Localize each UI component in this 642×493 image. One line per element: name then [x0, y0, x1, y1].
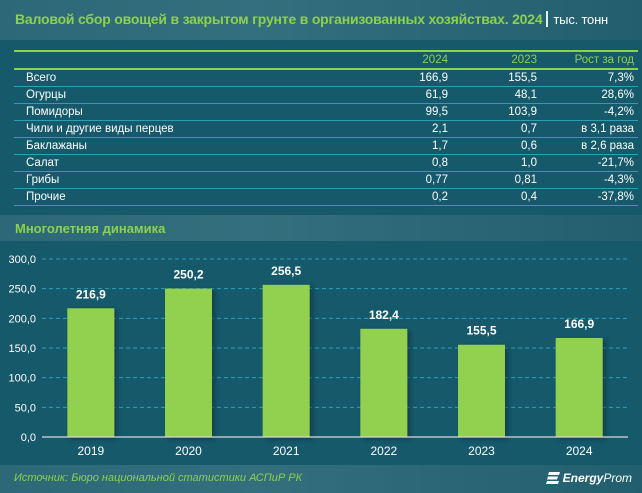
- title-separator: [546, 11, 549, 27]
- bar-2023: [458, 344, 505, 437]
- data-label: 250,2: [173, 268, 203, 282]
- row-value-2024: 0,8: [358, 154, 452, 172]
- page-title: Валовой сбор овощей в закрытом грунте в …: [15, 11, 608, 27]
- bar-2020: [165, 288, 212, 437]
- y-tick-label: 200,0: [8, 313, 36, 325]
- col-header-growth: Рост за год: [541, 50, 638, 70]
- table-row: Баклажаны 1,7 0,6 в 2,6 раза: [14, 137, 638, 155]
- row-value-2024: 166,9: [358, 69, 452, 87]
- y-tick-label: 100,0: [8, 373, 36, 385]
- row-growth: в 3,1 раза: [541, 120, 638, 138]
- col-header-2024: 2024: [358, 50, 452, 70]
- bar-2024: [555, 337, 603, 437]
- title-bar: Валовой сбор овощей в закрытом грунте в …: [0, 0, 642, 40]
- row-growth: в 2,6 раза: [541, 137, 638, 155]
- source-text: Источник: Бюро национальной статистики А…: [14, 472, 303, 484]
- row-value-2023: 103,9: [452, 103, 541, 121]
- data-label: 155,5: [466, 324, 496, 338]
- table-row: Прочие 0,2 0,4 -37,8%: [14, 188, 638, 206]
- logo-bold-text: Energy: [562, 471, 604, 485]
- row-value-2024: 2,1: [358, 120, 452, 138]
- data-label: 166,9: [564, 317, 594, 331]
- y-tick-label: 0,0: [21, 432, 36, 444]
- table-row: Чили и другие виды перцев 2,1 0,7 в 3,1 раз…: [14, 120, 638, 138]
- data-label: 216,9: [76, 287, 106, 301]
- table-row: Огурцы 61,9 48,1 28,6%: [14, 86, 638, 104]
- units-label: тыс. тонн: [553, 12, 609, 27]
- data-table: 2024 2023 Рост за год Всего 166,9 155,5 7,3…: [14, 50, 638, 206]
- data-label: 256,5: [271, 264, 301, 278]
- x-tick-label: 2023: [468, 444, 495, 458]
- energyprom-logo: Energy Prom: [545, 471, 632, 485]
- y-tick-label: 300,0: [8, 254, 36, 266]
- bar-2021: [262, 284, 310, 437]
- col-header-2023: 2023: [452, 50, 541, 70]
- row-value-2024: 61,9: [358, 86, 452, 104]
- row-value-2023: 48,1: [452, 86, 541, 104]
- table-header-row: 2024 2023 Рост за год: [14, 50, 638, 70]
- logo-rest-text: Prom: [603, 471, 632, 485]
- bar-2019: [67, 308, 115, 437]
- table-row: Грибы 0,77 0,81 -4,3%: [14, 171, 638, 189]
- row-name: Грибы: [14, 171, 358, 189]
- y-tick-label: 50,0: [15, 402, 36, 414]
- y-tick-label: 250,0: [8, 284, 36, 296]
- section-bar: Многолетняя динамика: [0, 215, 642, 241]
- y-tick-label: 150,0: [8, 343, 36, 355]
- title-text: Валовой сбор овощей в закрытом грунте в …: [15, 11, 543, 27]
- row-name: Прочие: [14, 188, 358, 206]
- footer: Источник: Бюро национальной статистики А…: [0, 465, 642, 493]
- x-tick-label: 2024: [566, 444, 593, 458]
- row-name: Салат: [14, 154, 358, 172]
- row-value-2024: 1,7: [358, 137, 452, 155]
- row-value-2023: 155,5: [452, 69, 541, 87]
- row-growth: -4,3%: [541, 171, 638, 189]
- row-growth: 7,3%: [541, 69, 638, 87]
- section-title: Многолетняя динамика: [15, 221, 166, 236]
- table-row: Помидоры 99,5 103,9 -4,2%: [14, 103, 638, 121]
- row-name: Огурцы: [14, 86, 358, 104]
- x-tick-label: 2021: [273, 444, 300, 458]
- row-value-2023: 0,81: [452, 171, 541, 189]
- row-value-2023: 0,6: [452, 137, 541, 155]
- row-name: Помидоры: [14, 103, 358, 121]
- row-growth: -37,8%: [541, 188, 638, 206]
- row-value-2023: 1,0: [452, 154, 541, 172]
- row-name: Всего: [14, 69, 358, 87]
- row-value-2023: 0,4: [452, 188, 541, 206]
- col-header-name: [14, 50, 358, 70]
- row-growth: -21,7%: [541, 154, 638, 172]
- row-name: Чили и другие виды перцев: [14, 120, 358, 138]
- row-value-2024: 0,77: [358, 171, 452, 189]
- row-growth: 28,6%: [541, 86, 638, 104]
- bar-chart: 0,0 50,0 100,0 150,0 200,0 250,0 300,0 216,9 201…: [8, 254, 628, 458]
- x-tick-label: 2022: [370, 444, 397, 458]
- row-name: Баклажаны: [14, 137, 358, 155]
- x-tick-label: 2020: [175, 444, 202, 458]
- bar-2022: [360, 328, 408, 437]
- row-value-2024: 0,2: [358, 188, 452, 206]
- table-row: Салат 0,8 1,0 -21,7%: [14, 154, 638, 172]
- table-row: Всего 166,9 155,5 7,3%: [14, 69, 638, 87]
- row-value-2024: 99,5: [358, 103, 452, 121]
- row-value-2023: 0,7: [452, 120, 541, 138]
- energyprom-logo-icon: [545, 472, 560, 484]
- data-label: 182,4: [369, 308, 399, 322]
- row-growth: -4,2%: [541, 103, 638, 121]
- x-tick-label: 2019: [77, 444, 104, 458]
